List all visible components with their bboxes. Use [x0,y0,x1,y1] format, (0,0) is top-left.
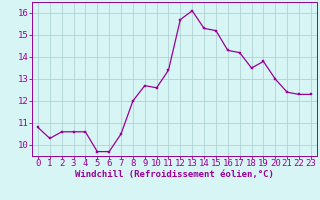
X-axis label: Windchill (Refroidissement éolien,°C): Windchill (Refroidissement éolien,°C) [75,170,274,179]
